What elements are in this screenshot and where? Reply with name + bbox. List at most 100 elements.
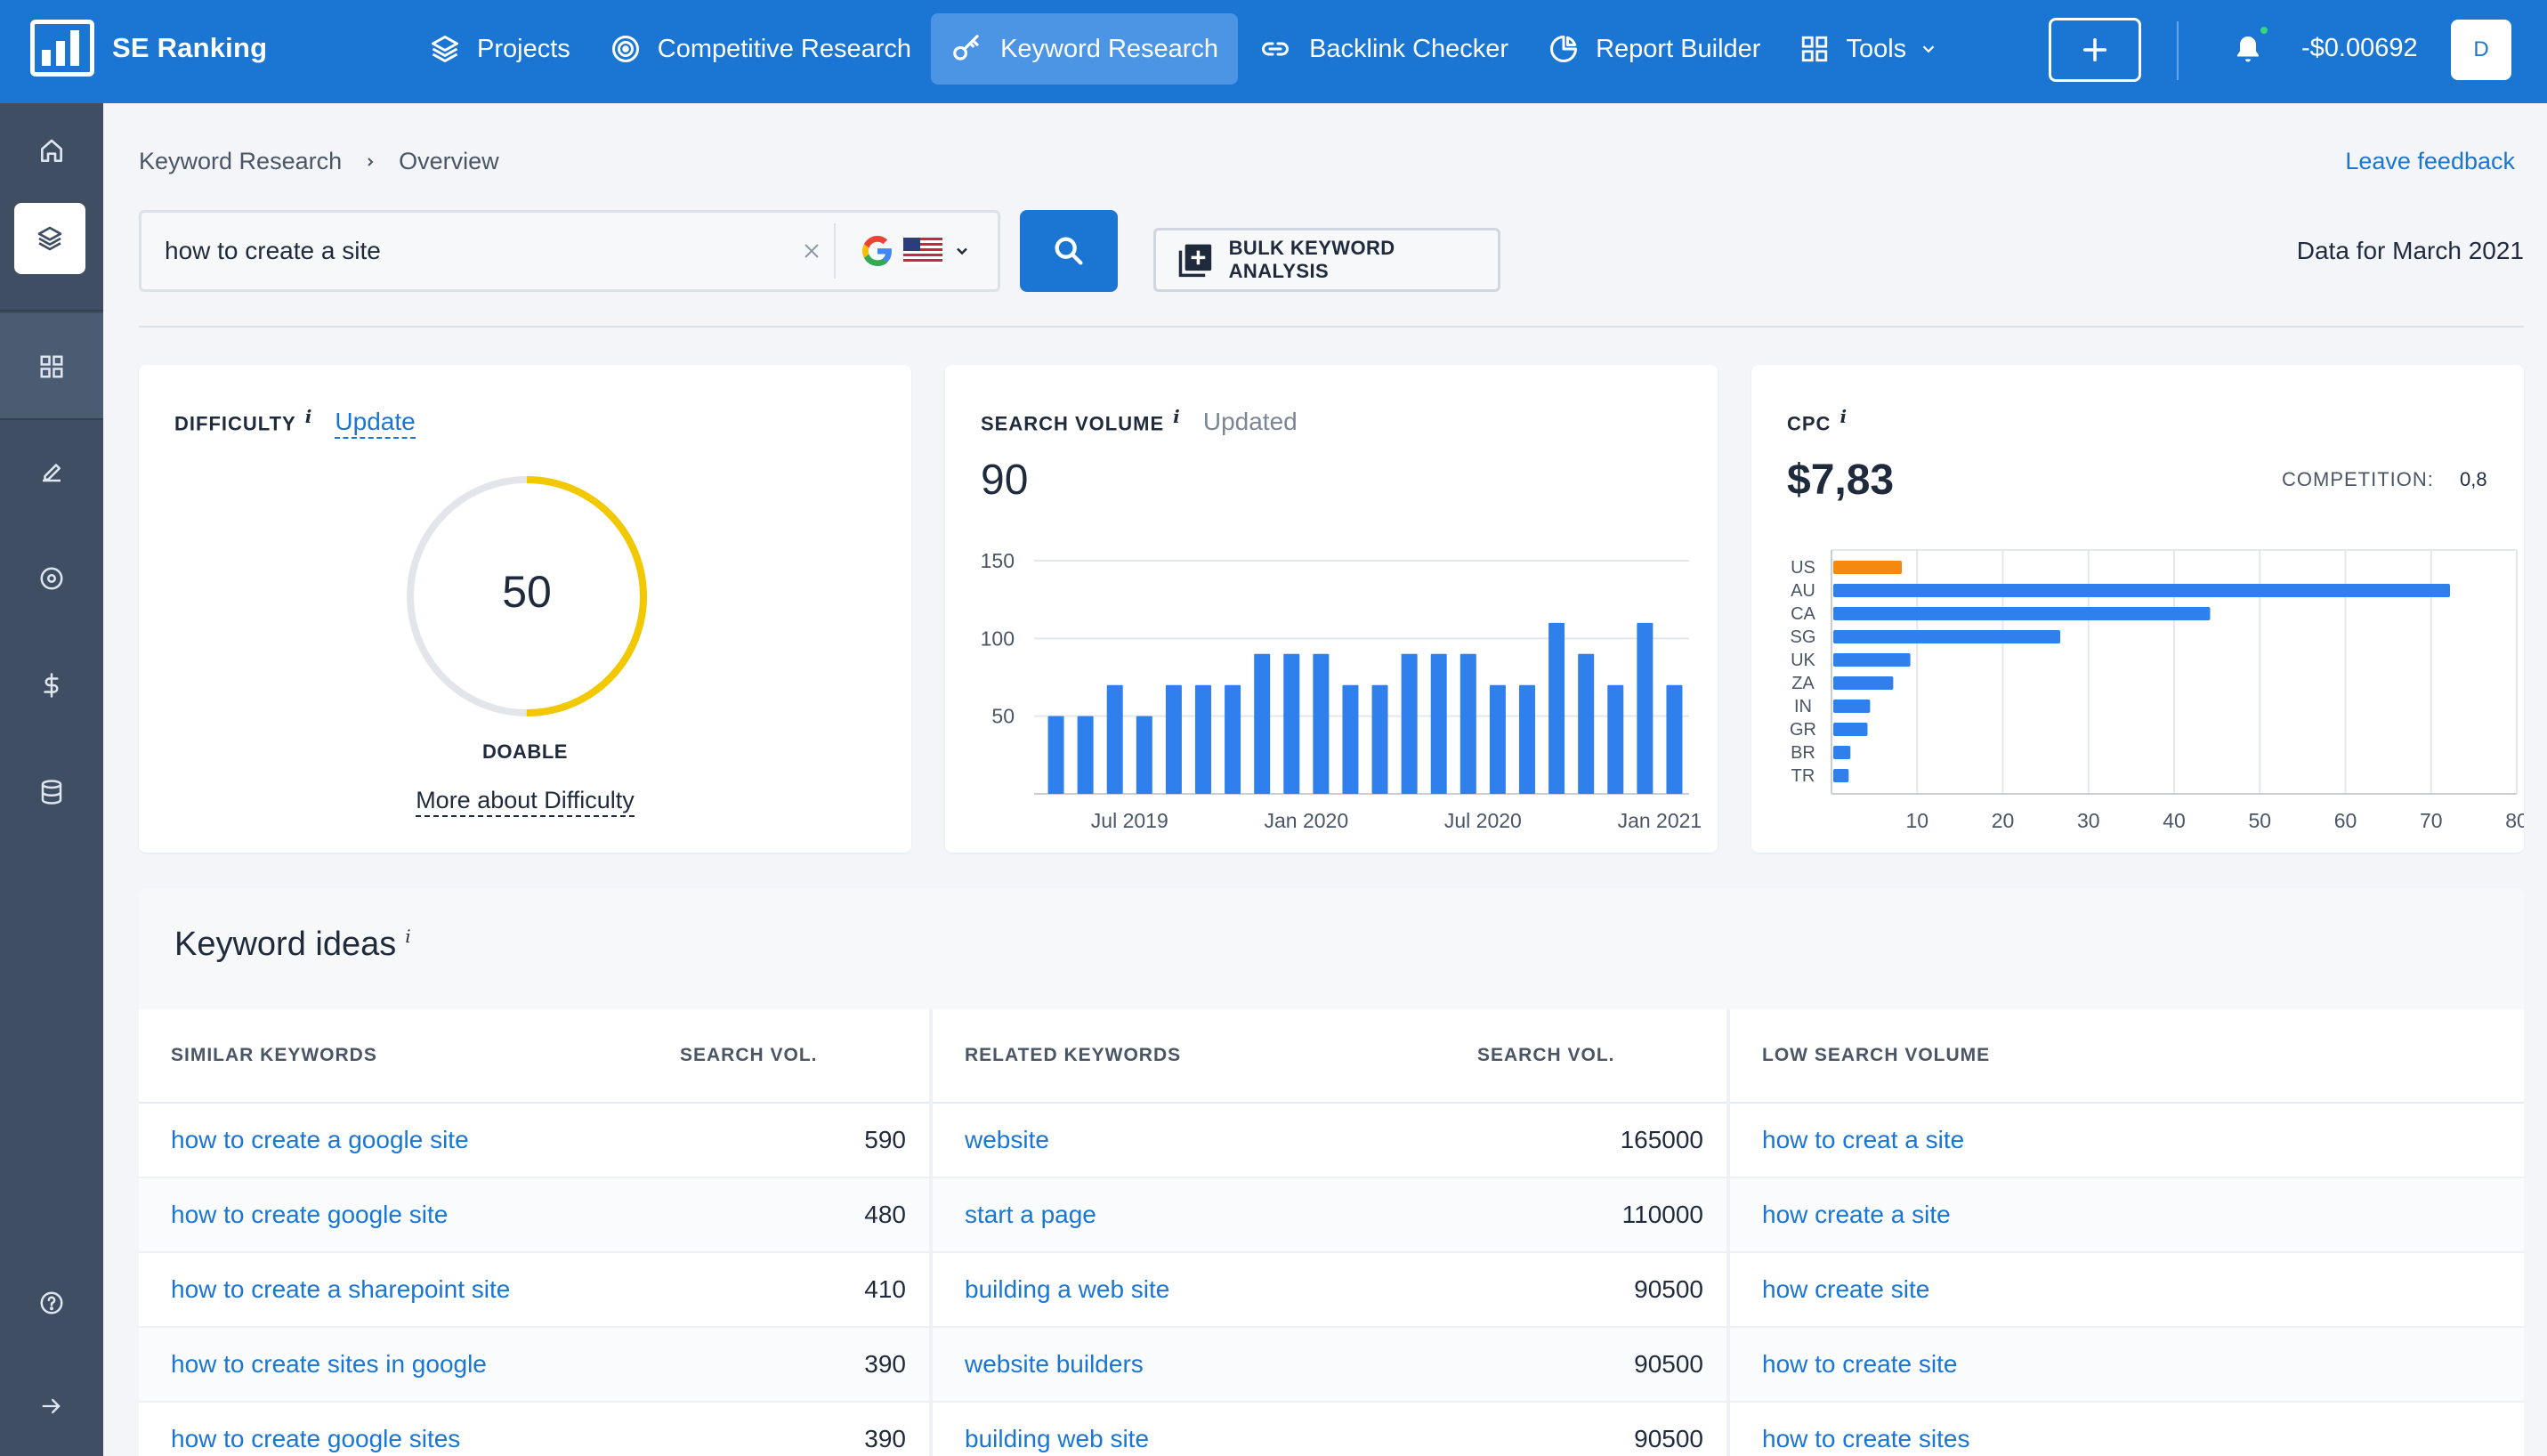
column-separator bbox=[929, 1009, 933, 1456]
sidebar-database[interactable] bbox=[0, 749, 103, 835]
info-icon[interactable]: i bbox=[405, 926, 411, 948]
keyword-link[interactable]: how to create site bbox=[1762, 1350, 1958, 1378]
table-row: website builders 90500 bbox=[933, 1328, 1726, 1403]
keyword-link[interactable]: start a page bbox=[965, 1201, 1096, 1228]
search-vol-header[interactable]: SEARCH VOL. bbox=[680, 1045, 818, 1065]
sidebar-projects[interactable] bbox=[14, 203, 85, 274]
sidebar-help[interactable] bbox=[0, 1260, 103, 1346]
sidebar-rankings[interactable] bbox=[0, 536, 103, 621]
sidebar-separator bbox=[0, 418, 103, 420]
keyword-link[interactable]: how create site bbox=[1762, 1275, 1930, 1303]
pencil-icon bbox=[43, 464, 61, 482]
keyword-link[interactable]: how to create google sites bbox=[171, 1425, 461, 1452]
country-bar bbox=[1833, 723, 1868, 736]
volume-bar bbox=[1578, 653, 1595, 794]
difficulty-update-link[interactable]: Update bbox=[335, 408, 416, 440]
sidebar-dashboard[interactable] bbox=[0, 324, 103, 409]
keyword-search-box bbox=[139, 210, 1000, 292]
info-icon[interactable]: i bbox=[1173, 406, 1181, 427]
similar-keywords-table: SIMILAR KEYWORDS SEARCH VOL. how to crea… bbox=[139, 1009, 929, 1456]
related-rows: website 165000 start a page 110000 buildin… bbox=[933, 1104, 1726, 1456]
bulk-keyword-analysis-button[interactable]: BULK KEYWORD ANALYSIS bbox=[1153, 228, 1500, 292]
sidebar-expand[interactable] bbox=[0, 1363, 103, 1449]
sidebar-group-active bbox=[0, 313, 103, 420]
keyword-link[interactable]: how create a site bbox=[1762, 1201, 1951, 1228]
similar-keywords-header[interactable]: SIMILAR KEYWORDS bbox=[171, 1045, 377, 1065]
search-volume-card: SEARCH VOLUME i Updated 90 50 100 150 Jul 20… bbox=[945, 365, 1718, 853]
info-icon[interactable]: i bbox=[304, 406, 313, 427]
keyword-link[interactable]: website bbox=[965, 1126, 1049, 1153]
breadcrumb-root[interactable]: Keyword Research bbox=[139, 148, 343, 174]
add-button[interactable] bbox=[2049, 18, 2141, 82]
arrow-right-icon bbox=[42, 1398, 61, 1414]
add-list-icon bbox=[1178, 244, 1212, 278]
country-bar bbox=[1833, 676, 1894, 690]
keyword-link[interactable]: how to create sites bbox=[1762, 1425, 1970, 1452]
x-tick-label: 80 bbox=[2505, 809, 2524, 832]
difficulty-status: DOABLE bbox=[482, 740, 568, 763]
grid-icon bbox=[40, 355, 63, 378]
nav-report-builder[interactable]: Report Builder bbox=[1528, 13, 1780, 85]
search-engine-select[interactable] bbox=[834, 223, 998, 279]
us-flag-icon bbox=[903, 238, 942, 264]
keyword-link[interactable]: how to create google site bbox=[171, 1201, 449, 1228]
country-label: AU bbox=[1791, 581, 1815, 601]
keyword-link[interactable]: building a web site bbox=[965, 1275, 1170, 1303]
keyword-link[interactable]: how to create a google site bbox=[171, 1126, 469, 1153]
keyword-search-input[interactable] bbox=[142, 213, 789, 289]
search-button[interactable] bbox=[1020, 210, 1118, 292]
avatar[interactable]: D bbox=[2451, 20, 2511, 80]
nav-tools[interactable]: Tools bbox=[1780, 13, 1958, 85]
keyword-link[interactable]: how to create sites in google bbox=[171, 1350, 487, 1378]
related-keywords-table: RELATED KEYWORDS SEARCH VOL. website 1650… bbox=[933, 1009, 1726, 1456]
data-date: Data for March 2021 bbox=[2296, 237, 2524, 264]
sidebar-content[interactable] bbox=[0, 429, 103, 514]
search-volume-cell: 90500 bbox=[1634, 1275, 1703, 1303]
more-about-difficulty-link[interactable]: More about Difficulty bbox=[416, 787, 635, 817]
leave-feedback-link[interactable]: Leave feedback bbox=[2345, 148, 2515, 174]
key-icon bbox=[953, 35, 979, 61]
table-row: how create site bbox=[1730, 1253, 2524, 1328]
country-label: US bbox=[1791, 558, 1815, 578]
low-search-volume-header[interactable]: LOW SEARCH VOLUME bbox=[1762, 1045, 1991, 1065]
keyword-link[interactable]: building web site bbox=[965, 1425, 1150, 1452]
nav-projects[interactable]: Projects bbox=[409, 13, 590, 85]
info-icon[interactable]: i bbox=[1840, 406, 1848, 427]
nav-competitive-research-label: Competitive Research bbox=[657, 34, 912, 63]
volume-bar bbox=[1342, 684, 1359, 794]
brand[interactable]: SE Ranking bbox=[30, 20, 267, 77]
volume-bar bbox=[1136, 716, 1152, 794]
breadcrumb: Keyword Research Overview bbox=[139, 148, 499, 175]
volume-bar bbox=[1225, 684, 1241, 794]
keyword-link[interactable]: website builders bbox=[965, 1350, 1144, 1378]
clear-icon[interactable] bbox=[789, 241, 834, 261]
related-keywords-header[interactable]: RELATED KEYWORDS bbox=[965, 1045, 1182, 1065]
cpc-value: $7,83 bbox=[1787, 457, 1895, 504]
table-row: how to create google site 480 bbox=[139, 1178, 929, 1253]
keyword-link[interactable]: how to create a sharepoint site bbox=[171, 1275, 511, 1303]
breadcrumb-current: Overview bbox=[399, 148, 499, 174]
account-balance[interactable]: -$0.00692 bbox=[2301, 34, 2418, 62]
search-volume-cell: 390 bbox=[864, 1425, 906, 1452]
sidebar-home[interactable] bbox=[0, 109, 103, 194]
keyword-link[interactable]: how to creat a site bbox=[1762, 1126, 1965, 1153]
notifications-bell-icon[interactable] bbox=[2232, 32, 2264, 72]
nav-competitive-research[interactable]: Competitive Research bbox=[590, 13, 931, 85]
x-tick-label: 30 bbox=[2077, 809, 2100, 832]
table-row: start a page 110000 bbox=[933, 1178, 1726, 1253]
bulk-keyword-analysis-label: BULK KEYWORD ANALYSIS bbox=[1228, 237, 1395, 282]
search-volume-value: 90 bbox=[981, 457, 1029, 504]
search-vol-header[interactable]: SEARCH VOL. bbox=[1477, 1045, 1615, 1065]
google-icon bbox=[862, 236, 892, 266]
nav-keyword-research[interactable]: Keyword Research bbox=[931, 13, 1239, 85]
header-divider bbox=[2177, 21, 2179, 80]
sidebar-billing[interactable] bbox=[0, 643, 103, 728]
search-volume-cell: 110000 bbox=[1621, 1201, 1703, 1228]
volume-bar bbox=[1489, 684, 1506, 794]
layers-icon bbox=[37, 226, 62, 251]
competition-label: COMPETITION: bbox=[2282, 468, 2434, 490]
nav-backlink-checker-label: Backlink Checker bbox=[1309, 34, 1509, 63]
volume-bar bbox=[1430, 653, 1447, 794]
nav-backlink-checker[interactable]: Backlink Checker bbox=[1238, 13, 1528, 85]
search-volume-cell: 410 bbox=[864, 1275, 906, 1303]
